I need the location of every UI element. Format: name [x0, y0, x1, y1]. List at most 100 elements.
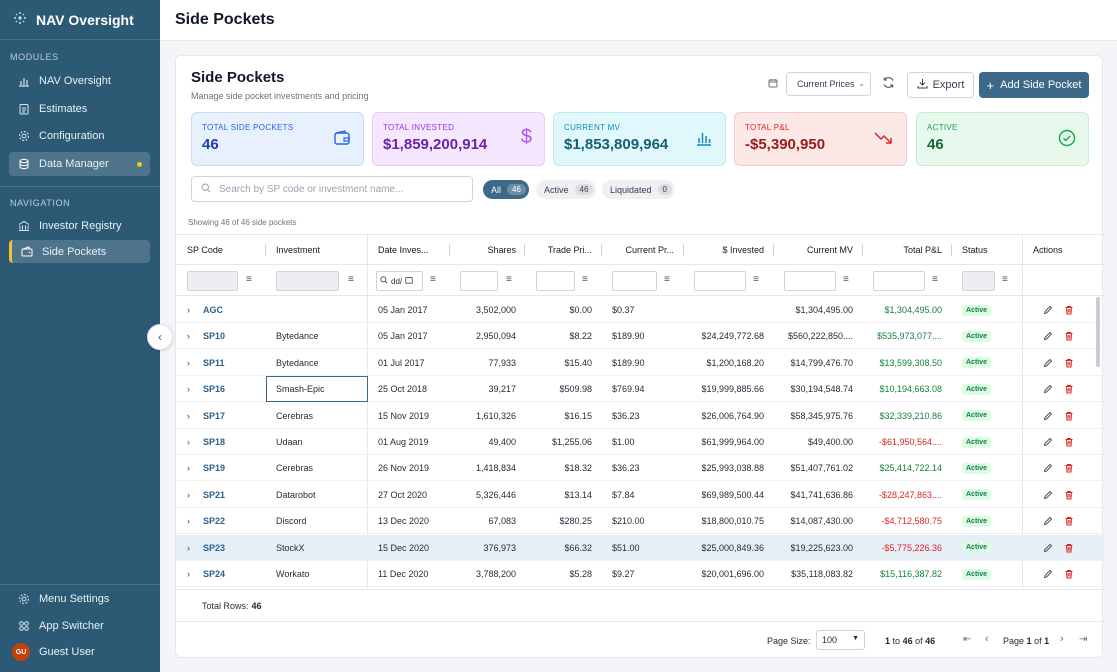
sidebar-item-data-manager[interactable]: Data Manager — [9, 152, 150, 176]
table-row[interactable]: › SP21 Datarobot 27 Oct 2020 5,326,446 $13.14… — [176, 482, 1104, 508]
filter-status-input[interactable] — [962, 271, 995, 291]
edit-icon[interactable] — [1043, 350, 1053, 376]
cell-code[interactable]: SP10 — [203, 331, 226, 342]
column-header-current-price[interactable]: Current Pr... — [625, 245, 674, 255]
focused-cell[interactable] — [266, 376, 368, 403]
cell-code[interactable]: SP23 — [203, 542, 226, 553]
column-header-trade-price[interactable]: Trade Pri... — [547, 245, 592, 255]
filter-icon[interactable]: ≡ — [348, 274, 354, 285]
expand-row-icon[interactable]: › — [187, 331, 190, 342]
edit-icon[interactable] — [1043, 297, 1053, 323]
delete-icon[interactable] — [1064, 350, 1074, 376]
cell-code[interactable]: SP16 — [203, 384, 226, 395]
cell-code[interactable]: SP11 — [203, 357, 225, 368]
sidebar-item-side-pockets[interactable]: Side Pockets — [9, 240, 150, 263]
menu-settings-button[interactable]: Menu Settings — [9, 587, 150, 611]
cell-code[interactable]: AGC — [203, 305, 223, 315]
filter-all[interactable]: All 46 — [483, 180, 529, 199]
delete-icon[interactable] — [1064, 429, 1074, 455]
expand-row-icon[interactable]: › — [187, 384, 190, 395]
filter-liquidated[interactable]: Liquidated 0 — [602, 180, 675, 199]
table-row[interactable]: › SP18 Udaan 01 Aug 2019 49,400 $1,255.06 $1.0… — [176, 429, 1104, 455]
filter-invested-input[interactable] — [694, 271, 746, 291]
table-row[interactable]: › SP16 Smash-Epic 25 Oct 2018 39,217 $509.98 $… — [176, 376, 1104, 403]
expand-row-icon[interactable]: › — [187, 357, 190, 368]
edit-icon[interactable] — [1043, 455, 1053, 481]
expand-row-icon[interactable]: › — [187, 542, 190, 553]
add-side-pocket-button[interactable]: + Add Side Pocket — [979, 72, 1089, 98]
delete-icon[interactable] — [1064, 535, 1074, 561]
sidebar-item-estimates[interactable]: Estimates — [9, 97, 150, 121]
price-select[interactable]: Current Prices ⌄ — [786, 72, 871, 96]
search-input[interactable]: Search by SP code or investment name... — [191, 176, 473, 202]
delete-icon[interactable] — [1064, 323, 1074, 349]
expand-row-icon[interactable]: › — [187, 569, 190, 579]
filter-icon[interactable]: ≡ — [1002, 274, 1008, 285]
edit-icon[interactable] — [1043, 561, 1053, 587]
delete-icon[interactable] — [1064, 297, 1074, 323]
table-row[interactable]: › SP17 Cerebras 15 Nov 2019 1,610,326 $16.15 $… — [176, 403, 1104, 429]
sidebar-item-investor-registry[interactable]: Investor Registry — [9, 214, 150, 238]
filter-sp-code-input[interactable] — [187, 271, 238, 291]
cell-code[interactable]: SP24 — [203, 569, 226, 579]
edit-icon[interactable] — [1043, 429, 1053, 455]
export-button[interactable]: Export — [907, 72, 974, 98]
table-row[interactable]: › SP24 Workato 11 Dec 2020 3,788,200 $5.28 $9.… — [176, 561, 1104, 587]
filter-icon[interactable]: ≡ — [246, 274, 252, 285]
expand-row-icon[interactable]: › — [187, 305, 190, 315]
sidebar-item-nav-oversight[interactable]: NAV Oversight — [9, 69, 150, 93]
edit-icon[interactable] — [1043, 403, 1053, 429]
page-size-select[interactable]: 100 ▼ — [816, 630, 865, 650]
column-header-shares[interactable]: Shares — [487, 245, 516, 255]
edit-icon[interactable] — [1043, 535, 1053, 561]
filter-icon[interactable]: ≡ — [753, 274, 759, 285]
next-page-icon[interactable]: › — [1060, 633, 1064, 645]
filter-investment-input[interactable] — [276, 271, 339, 291]
filter-icon[interactable]: ≡ — [664, 274, 670, 285]
delete-icon[interactable] — [1064, 376, 1074, 402]
filter-current-mv-input[interactable] — [784, 271, 836, 291]
column-header-total-pnl[interactable]: Total P&L — [903, 245, 942, 255]
vertical-scrollbar[interactable] — [1096, 297, 1100, 367]
edit-icon[interactable] — [1043, 482, 1053, 508]
edit-icon[interactable] — [1043, 323, 1053, 349]
column-header-sp-code[interactable]: SP Code — [187, 245, 223, 255]
filter-icon[interactable]: ≡ — [932, 274, 938, 285]
filter-icon[interactable]: ≡ — [506, 274, 512, 285]
user-menu[interactable]: GU Guest User — [9, 640, 150, 664]
filter-icon[interactable]: ≡ — [430, 274, 436, 285]
cell-code[interactable]: SP17 — [203, 410, 226, 421]
column-header-date[interactable]: Date Inves... — [378, 245, 429, 255]
table-row[interactable]: › SP11 Bytedance 01 Jul 2017 77,933 $15.40 $18… — [176, 350, 1104, 376]
delete-icon[interactable] — [1064, 508, 1074, 534]
cell-code[interactable]: SP21 — [203, 489, 226, 500]
filter-active[interactable]: Active 46 — [536, 180, 597, 199]
last-page-icon[interactable]: ⇥ — [1079, 634, 1088, 645]
cell-code[interactable]: SP19 — [203, 463, 226, 474]
table-row[interactable]: › SP10 Bytedance 05 Jan 2017 2,950,094 $8.22 $… — [176, 323, 1104, 350]
table-row[interactable]: › SP22 Discord 13 Dec 2020 67,083 $280.25 $210… — [176, 508, 1104, 535]
expand-row-icon[interactable]: › — [187, 463, 190, 474]
expand-row-icon[interactable]: › — [187, 489, 190, 500]
filter-date-input[interactable]: dd/ — [376, 271, 423, 291]
column-header-investment[interactable]: Investment — [276, 245, 321, 255]
app-switcher-button[interactable]: App Switcher — [9, 614, 150, 638]
edit-icon[interactable] — [1043, 508, 1053, 534]
filter-icon[interactable]: ≡ — [843, 274, 849, 285]
filter-trade-price-input[interactable] — [536, 271, 575, 291]
delete-icon[interactable] — [1064, 482, 1074, 508]
delete-icon[interactable] — [1064, 561, 1074, 587]
prev-page-icon[interactable]: ‹ — [985, 633, 989, 645]
table-row[interactable]: › AGC 05 Jan 2017 3,502,000 $0.00 $0.37 $1,304… — [176, 297, 1104, 323]
delete-icon[interactable] — [1064, 455, 1074, 481]
cell-code[interactable]: SP22 — [203, 516, 226, 527]
filter-current-price-input[interactable] — [612, 271, 657, 291]
refresh-icon[interactable] — [882, 76, 895, 92]
expand-row-icon[interactable]: › — [187, 437, 190, 447]
table-row[interactable]: › SP19 Cerebras 26 Nov 2019 1,418,834 $18.32 $… — [176, 455, 1104, 482]
column-header-status[interactable]: Status — [962, 245, 988, 255]
column-header-current-mv[interactable]: Current MV — [806, 245, 853, 255]
first-page-icon[interactable]: ⇤ — [963, 634, 972, 645]
expand-row-icon[interactable]: › — [187, 410, 190, 421]
filter-shares-input[interactable] — [460, 271, 498, 291]
